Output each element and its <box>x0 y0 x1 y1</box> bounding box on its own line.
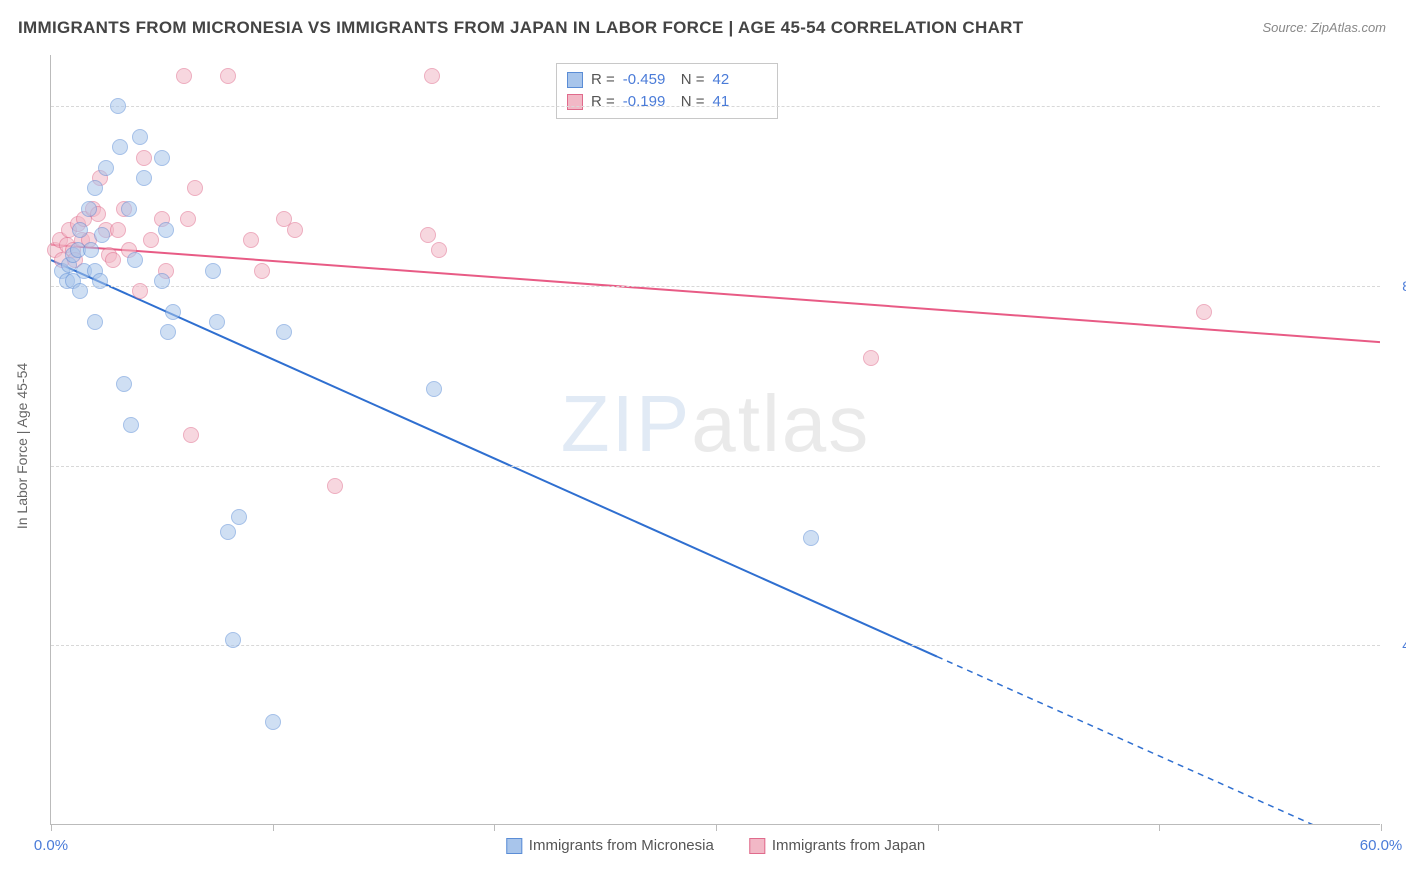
scatter-point <box>92 273 108 289</box>
scatter-point <box>254 263 270 279</box>
scatter-point <box>176 68 192 84</box>
scatter-point <box>158 222 174 238</box>
source-attribution: Source: ZipAtlas.com <box>1262 20 1386 35</box>
scatter-point <box>187 180 203 196</box>
r-value-japan: -0.199 <box>623 91 673 113</box>
legend-label-micronesia: Immigrants from Micronesia <box>529 837 714 854</box>
chart-title: IMMIGRANTS FROM MICRONESIA VS IMMIGRANTS… <box>18 18 1023 38</box>
plot-area: ZIPatlas R = -0.459 N = 42 R = -0.199 N … <box>50 55 1380 825</box>
scatter-point <box>116 376 132 392</box>
grid-line <box>51 645 1380 646</box>
scatter-point <box>420 227 436 243</box>
x-tick <box>716 824 717 831</box>
legend-item-japan: Immigrants from Japan <box>749 837 925 854</box>
legend-swatch-icon <box>749 838 765 854</box>
scatter-point <box>231 509 247 525</box>
scatter-point <box>132 129 148 145</box>
scatter-point <box>112 139 128 155</box>
y-tick-label: 47.5% <box>1387 637 1406 653</box>
x-tick <box>51 824 52 831</box>
grid-line <box>51 106 1380 107</box>
scatter-point <box>225 632 241 648</box>
scatter-point <box>220 68 236 84</box>
scatter-point <box>327 478 343 494</box>
legend-row-japan: R = -0.199 N = 41 <box>567 91 763 113</box>
y-axis-label: In Labor Force | Age 45-54 <box>14 363 30 529</box>
scatter-point <box>220 524 236 540</box>
scatter-point <box>287 222 303 238</box>
n-value-micronesia: 42 <box>713 69 763 91</box>
scatter-point <box>205 263 221 279</box>
scatter-point <box>180 211 196 227</box>
scatter-point <box>81 201 97 217</box>
scatter-point <box>123 417 139 433</box>
scatter-point <box>110 222 126 238</box>
x-tick <box>494 824 495 831</box>
scatter-point <box>110 98 126 114</box>
x-tick <box>273 824 274 831</box>
legend-label-japan: Immigrants from Japan <box>772 837 925 854</box>
grid-line <box>51 286 1380 287</box>
legend-swatch-icon <box>506 838 522 854</box>
series-legend: Immigrants from Micronesia Immigrants fr… <box>506 837 925 854</box>
scatter-point <box>87 314 103 330</box>
scatter-point <box>154 273 170 289</box>
scatter-point <box>98 160 114 176</box>
scatter-point <box>1196 304 1212 320</box>
scatter-point <box>83 242 99 258</box>
scatter-point <box>132 283 148 299</box>
scatter-point <box>863 350 879 366</box>
x-tick-label: 0.0% <box>34 837 68 854</box>
legend-swatch-micronesia <box>567 72 583 88</box>
trend-lines-svg <box>51 55 1380 824</box>
scatter-point <box>424 68 440 84</box>
x-tick <box>1159 824 1160 831</box>
scatter-point <box>183 427 199 443</box>
scatter-point <box>276 324 292 340</box>
scatter-point <box>143 232 159 248</box>
scatter-point <box>72 283 88 299</box>
scatter-point <box>431 242 447 258</box>
scatter-point <box>105 252 121 268</box>
correlation-legend: R = -0.459 N = 42 R = -0.199 N = 41 <box>556 63 778 119</box>
scatter-point <box>209 314 225 330</box>
r-value-micronesia: -0.459 <box>623 69 673 91</box>
scatter-point <box>72 222 88 238</box>
scatter-point <box>127 252 143 268</box>
scatter-point <box>136 150 152 166</box>
legend-item-micronesia: Immigrants from Micronesia <box>506 837 714 854</box>
legend-swatch-japan <box>567 94 583 110</box>
x-tick <box>938 824 939 831</box>
scatter-point <box>165 304 181 320</box>
scatter-point <box>265 714 281 730</box>
legend-row-micronesia: R = -0.459 N = 42 <box>567 69 763 91</box>
scatter-point <box>121 201 137 217</box>
n-value-japan: 41 <box>713 91 763 113</box>
scatter-point <box>160 324 176 340</box>
scatter-point <box>94 227 110 243</box>
scatter-point <box>136 170 152 186</box>
correlation-chart: IMMIGRANTS FROM MICRONESIA VS IMMIGRANTS… <box>0 0 1406 892</box>
y-tick-label: 82.5% <box>1387 278 1406 294</box>
scatter-point <box>803 530 819 546</box>
scatter-point <box>87 180 103 196</box>
x-tick <box>1381 824 1382 831</box>
x-tick-label: 60.0% <box>1360 837 1403 854</box>
scatter-point <box>243 232 259 248</box>
scatter-point <box>426 381 442 397</box>
watermark: ZIPatlas <box>561 378 870 470</box>
scatter-point <box>154 150 170 166</box>
grid-line <box>51 466 1380 467</box>
